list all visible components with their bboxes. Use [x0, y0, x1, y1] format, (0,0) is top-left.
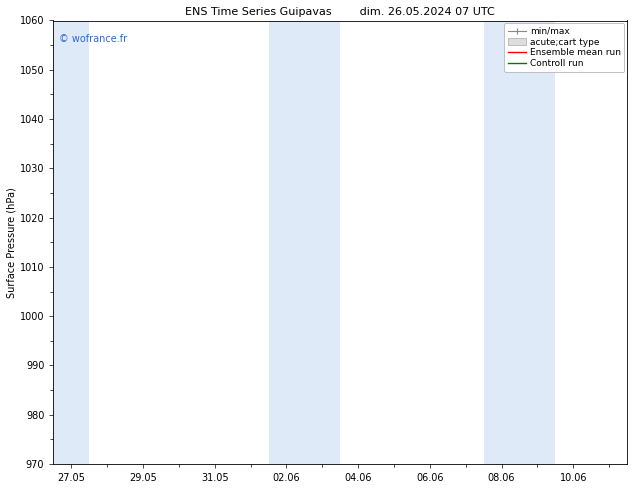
Bar	[484, 21, 555, 464]
Text: © wofrance.fr: © wofrance.fr	[59, 34, 127, 44]
Legend: min/max, acute;cart type, Ensemble mean run, Controll run: min/max, acute;cart type, Ensemble mean …	[505, 23, 624, 72]
Y-axis label: Surface Pressure (hPa): Surface Pressure (hPa)	[7, 187, 17, 297]
Title: ENS Time Series Guipavas        dim. 26.05.2024 07 UTC: ENS Time Series Guipavas dim. 26.05.2024…	[185, 7, 495, 17]
Bar	[269, 21, 340, 464]
Bar	[53, 21, 89, 464]
